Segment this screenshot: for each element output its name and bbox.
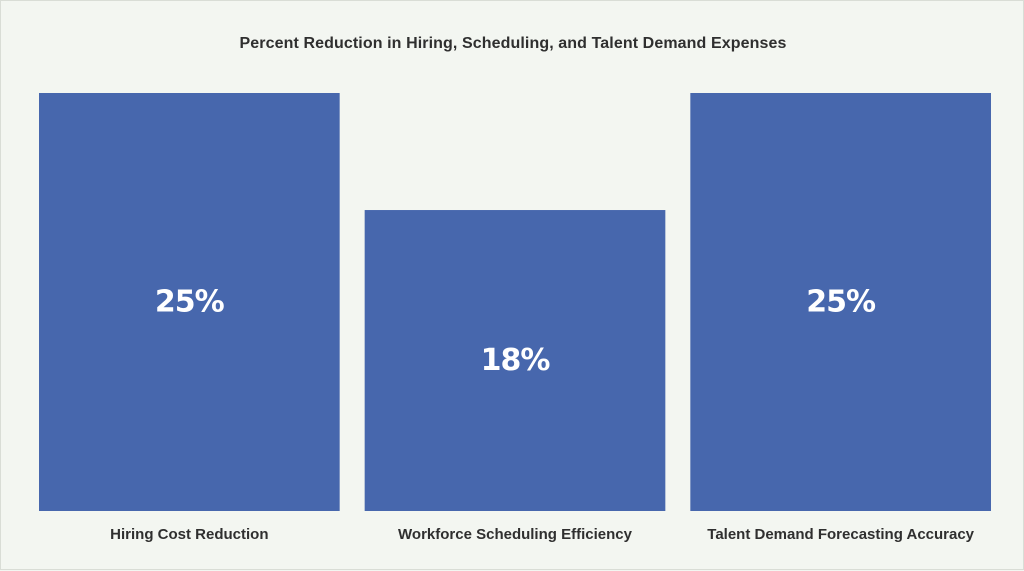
data-label-talent-demand-forecasting-accuracy: 25% — [806, 285, 876, 320]
category-label-talent-demand-forecasting-accuracy: Talent Demand Forecasting Accuracy — [707, 526, 974, 543]
category-label-workforce-scheduling-efficiency: Workforce Scheduling Efficiency — [398, 526, 633, 543]
category-label-hiring-cost-reduction: Hiring Cost Reduction — [110, 526, 268, 543]
bar-hiring-cost-reduction — [39, 93, 340, 511]
bar-talent-demand-forecasting-accuracy — [690, 93, 991, 511]
bar-workforce-scheduling-efficiency — [364, 210, 666, 512]
data-label-workforce-scheduling-efficiency: 18% — [481, 343, 551, 378]
data-label-hiring-cost-reduction: 25% — [155, 285, 225, 320]
chart-title: Percent Reduction in Hiring, Scheduling,… — [239, 35, 787, 52]
